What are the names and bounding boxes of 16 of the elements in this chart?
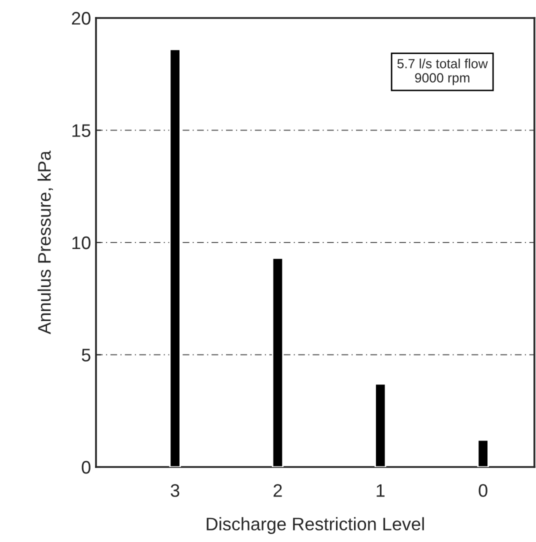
y-tick-label: 20 [72,12,90,25]
y-tick-label: 10 [72,236,90,250]
bar [374,383,386,467]
bar [272,258,284,467]
x-tick-label: 3 [170,484,180,497]
y-tick-label: 5 [82,348,90,362]
y-axis-title: Annulus Pressure, kPa [38,150,53,334]
bar [169,48,181,467]
x-tick-label: 2 [274,484,282,497]
bar [477,439,489,467]
annotation: 5.7 l/s total flow 9000 rpm [397,58,488,86]
y-tick-label: 0 [82,460,90,474]
y-tick-label: 15 [72,124,90,137]
x-tick-label: 0 [478,484,488,497]
x-tick-label: 1 [376,484,385,497]
x-axis-title: Discharge Restriction Level [206,517,424,534]
